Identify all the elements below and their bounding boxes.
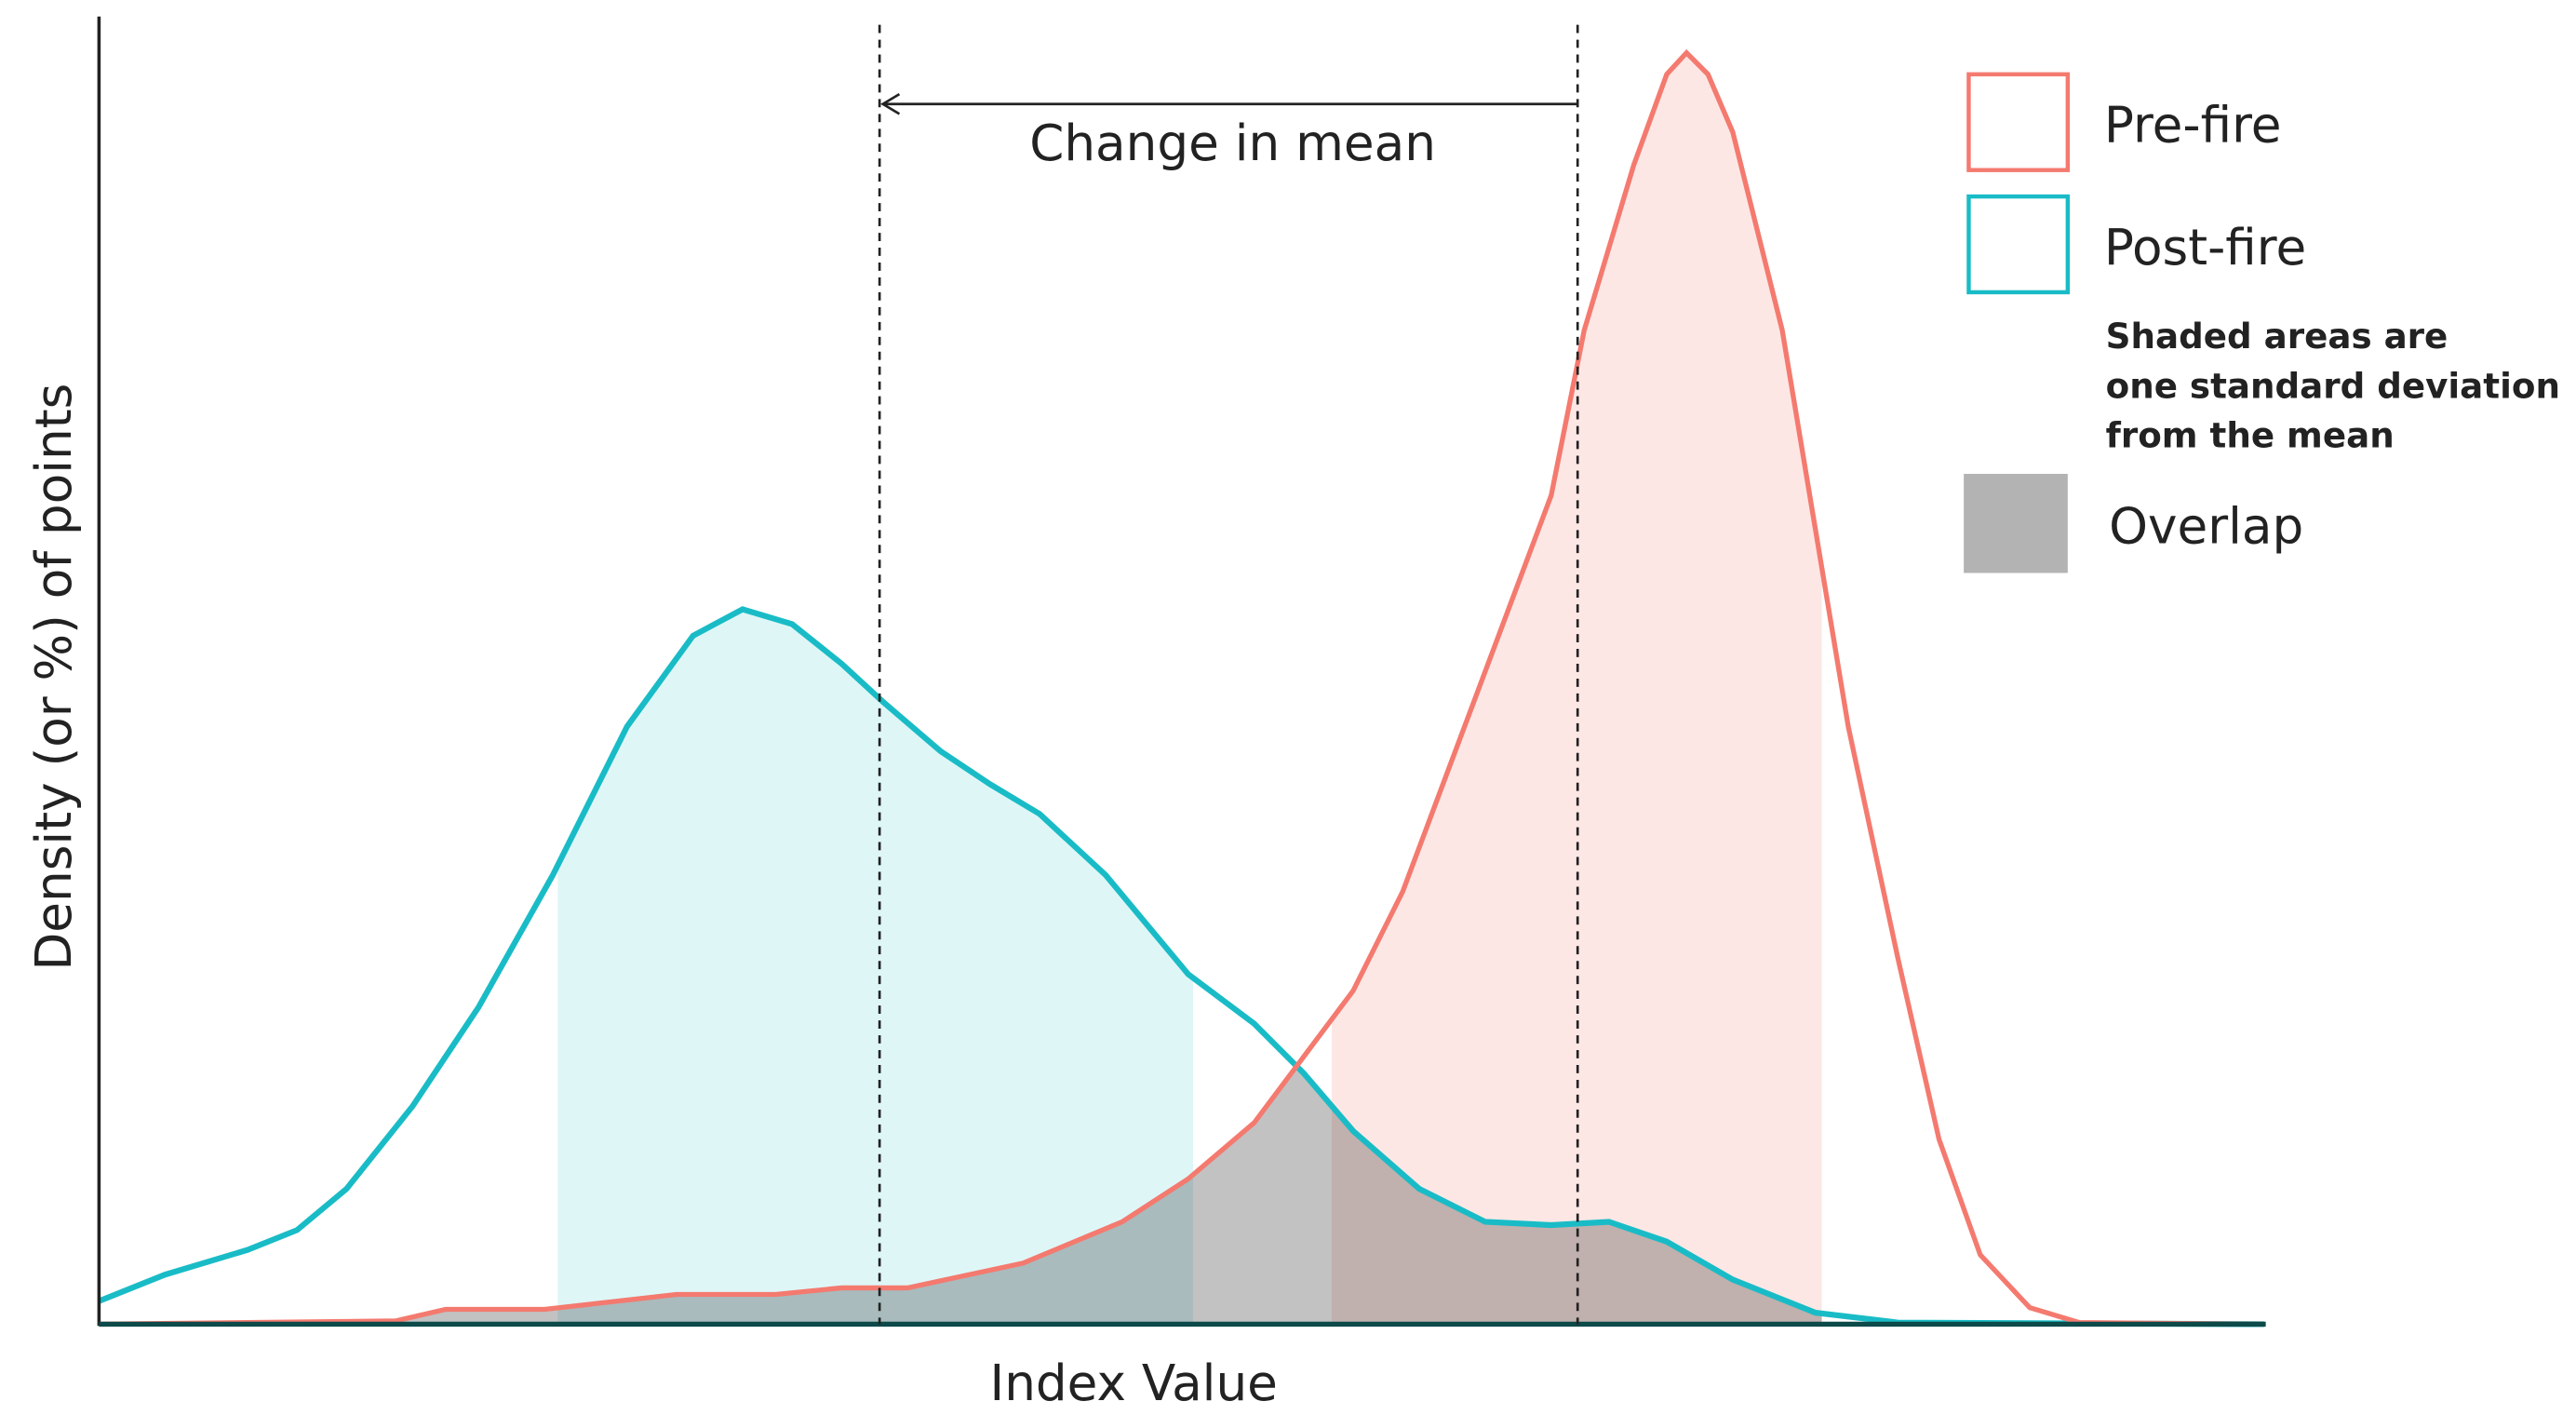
legend-label: Pre-fire [2104, 97, 2282, 155]
legend-note: Shaded areas are [2106, 316, 2449, 357]
overlap-shade [396, 1068, 1822, 1325]
legend-swatch-post [1966, 194, 2071, 295]
legend-swatch-overlap [1964, 474, 2068, 573]
pre-fire-curve [99, 48, 2264, 1327]
legend-note: from the mean [2106, 415, 2395, 456]
post-fire-shade [557, 609, 1194, 1325]
legend-label: Post-fire [2104, 219, 2306, 276]
annotation: Change in mean [1029, 115, 1436, 172]
post-fire-curve [98, 606, 2264, 1327]
legend-swatch-pre [1966, 72, 2071, 172]
arrow-head [880, 92, 901, 115]
y-axis-label: Density (or %) of points [25, 384, 83, 971]
x-axis-label: Index Value [990, 1354, 1278, 1412]
legend-note: one standard deviation [2106, 365, 2560, 406]
legend-label: Overlap [2109, 498, 2303, 556]
pre-fire-shade [1331, 52, 1822, 1325]
